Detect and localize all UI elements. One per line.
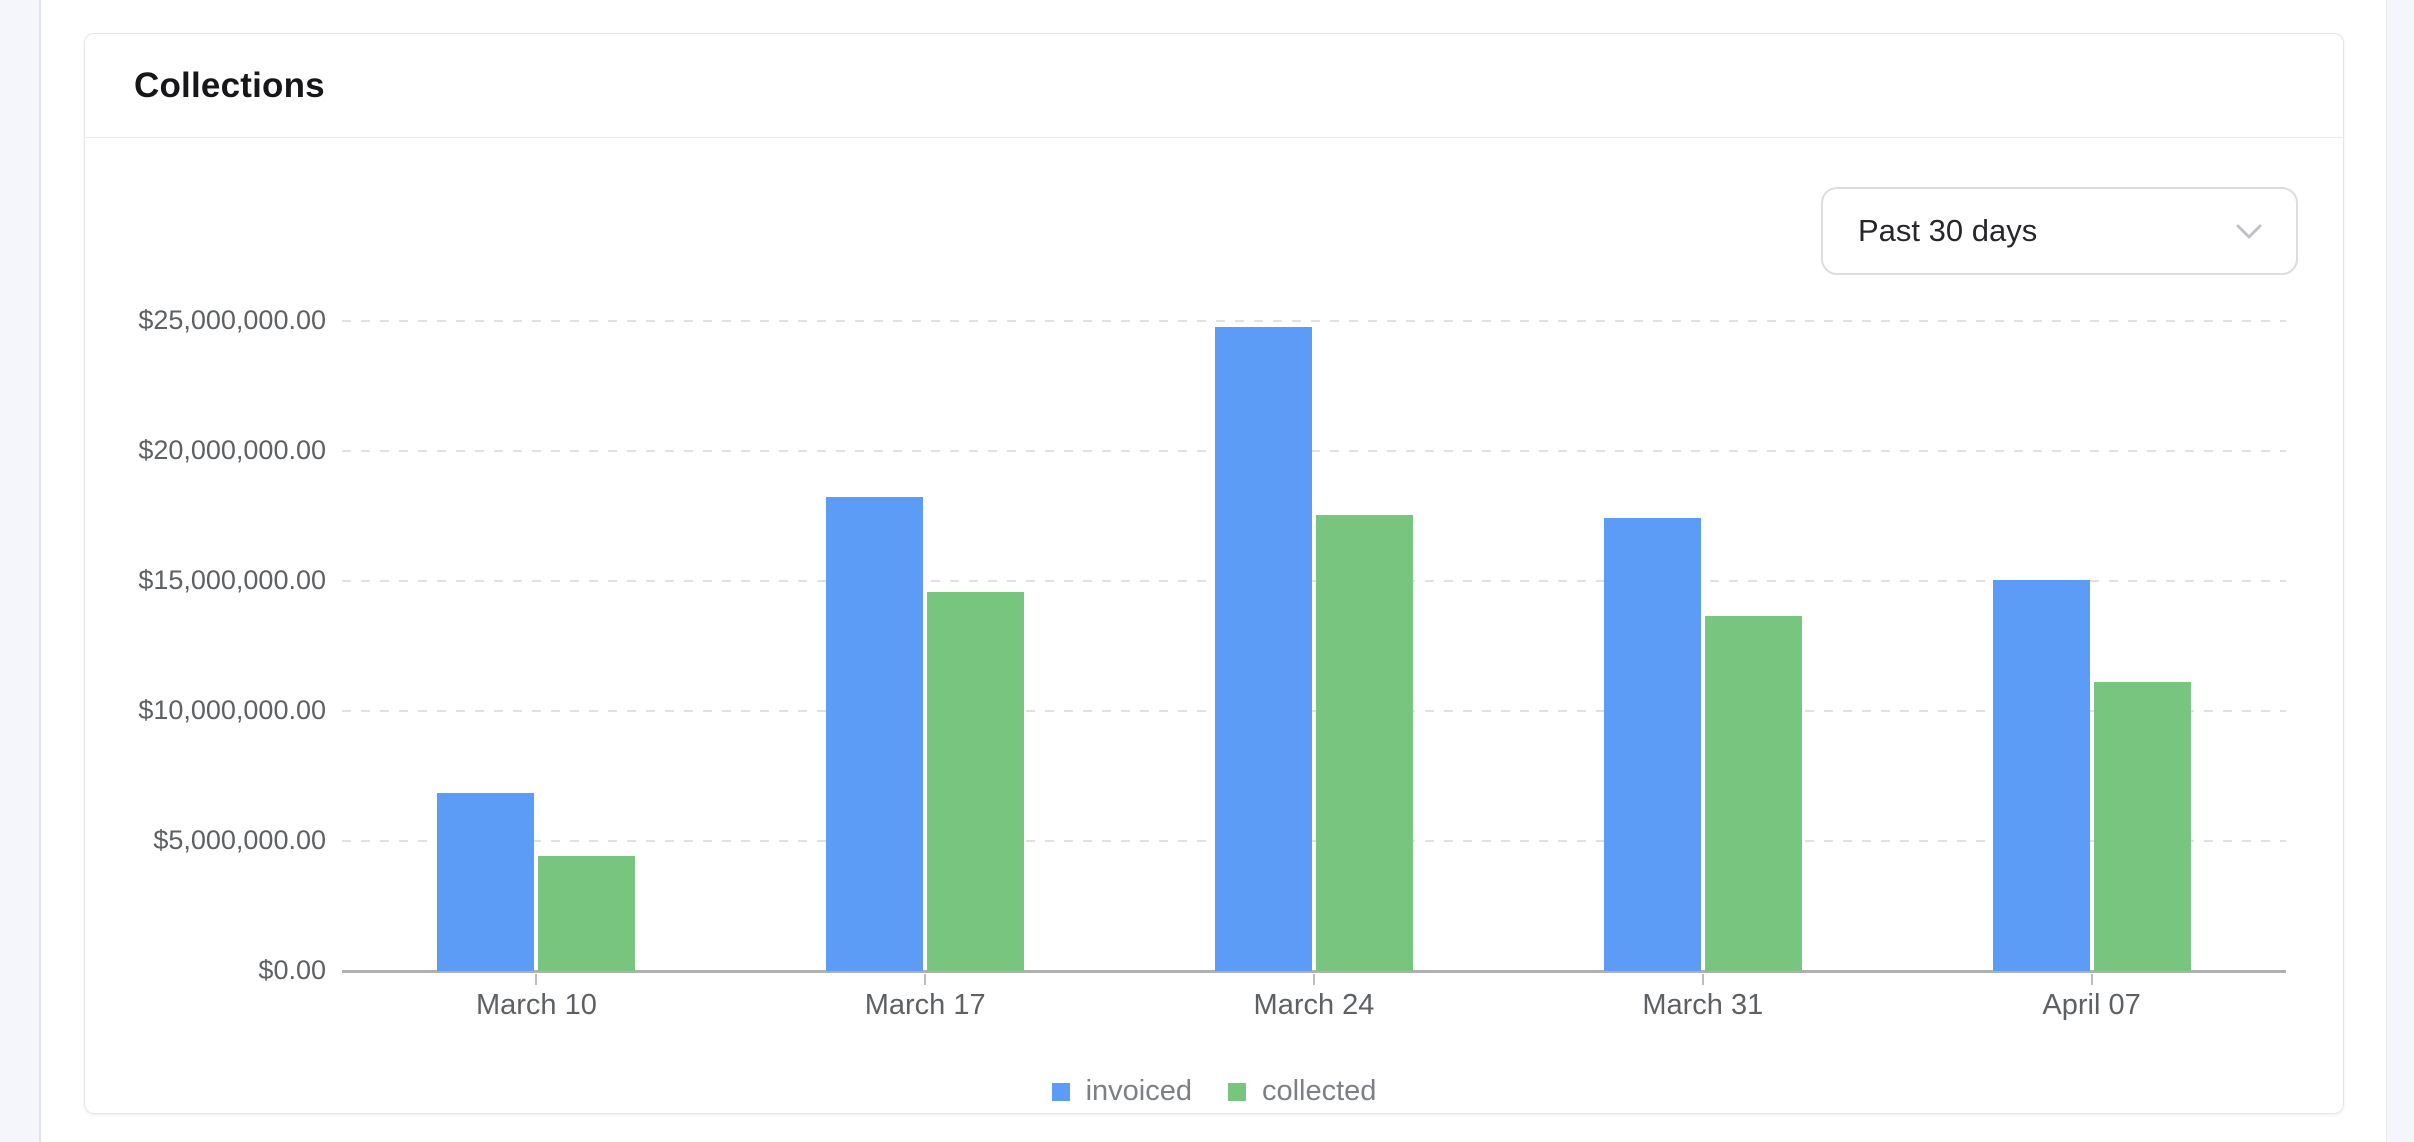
y-gridline — [342, 580, 2286, 582]
date-range-select[interactable]: Past 30 days — [1821, 187, 2298, 275]
x-axis-tick — [535, 974, 538, 985]
bar-collected[interactable] — [2093, 682, 2191, 971]
bar-invoiced[interactable] — [1992, 580, 2090, 971]
bar-collected[interactable] — [538, 856, 636, 971]
y-tick-label: $20,000,000.00 — [138, 435, 326, 465]
chevron-down-icon — [2236, 224, 2262, 239]
y-gridline — [342, 450, 2286, 452]
x-axis-line — [342, 970, 2286, 973]
bar-collected[interactable] — [1704, 616, 1802, 971]
bar-invoiced[interactable] — [826, 497, 924, 971]
y-tick-label: $15,000,000.00 — [138, 565, 326, 595]
legend-swatch-collected — [1227, 1082, 1246, 1101]
bar-collected[interactable] — [1316, 515, 1413, 971]
y-gridline — [342, 710, 2286, 712]
y-tick-label: $0.00 — [258, 955, 326, 985]
x-axis-label: March 10 — [475, 989, 597, 1021]
x-axis-tick — [2090, 974, 2093, 985]
x-axis-label: March 31 — [1642, 989, 1764, 1021]
right-page-strip — [2386, 0, 2414, 1142]
page-title: Collections — [134, 65, 325, 105]
bar-invoiced[interactable] — [1215, 327, 1312, 971]
x-axis-label: March 17 — [864, 989, 986, 1021]
legend-item-collected: collected — [1227, 1075, 1377, 1108]
x-axis-tick — [924, 974, 927, 985]
bar-collected[interactable] — [927, 592, 1025, 971]
legend-item-invoiced: invoiced — [1051, 1075, 1192, 1108]
x-axis-label: March 24 — [1253, 989, 1375, 1021]
x-axis-tick — [1313, 974, 1315, 985]
collections-card: Collections Past 30 days $0.00 $5,000,000… — [84, 33, 2344, 1114]
chart-legend: invoiced collected — [85, 1075, 2343, 1108]
y-tick-label: $10,000,000.00 — [138, 695, 326, 725]
left-sidebar-strip — [0, 0, 41, 1142]
bar-invoiced[interactable] — [1603, 518, 1701, 971]
card-header: Collections — [85, 34, 2343, 138]
bar-invoiced[interactable] — [437, 793, 535, 971]
legend-label-collected: collected — [1261, 1075, 1377, 1107]
legend-swatch-invoiced — [1051, 1082, 1070, 1101]
legend-label-invoiced: invoiced — [1085, 1075, 1192, 1107]
y-gridline — [342, 320, 2286, 322]
y-tick-label: $5,000,000.00 — [153, 825, 326, 855]
x-axis-label: April 07 — [2042, 989, 2141, 1021]
y-tick-label: $25,000,000.00 — [138, 305, 326, 335]
bar-chart-plot-area: $0.00 $5,000,000.00 $10,000,000.00 $15,000,… — [85, 34, 2343, 1113]
date-range-value: Past 30 days — [1858, 213, 2038, 248]
y-gridline — [342, 840, 2286, 842]
x-axis-tick — [1701, 974, 1704, 985]
